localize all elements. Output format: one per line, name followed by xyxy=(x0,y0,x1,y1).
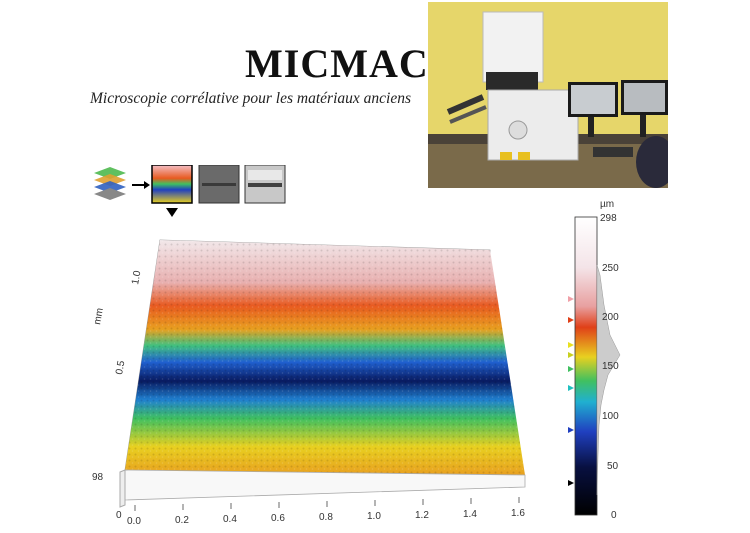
colorbar-tick: 250 xyxy=(602,263,619,274)
x-tick-label: 0.2 xyxy=(175,515,189,526)
colorbar-tick: 0 xyxy=(611,510,617,521)
heightmap-thumbnail[interactable] xyxy=(151,165,193,204)
page-subtitle: Microscopie corrélative pour les matéria… xyxy=(90,90,411,107)
x-tick-label: 0.0 xyxy=(127,516,141,527)
thumbnail-strip xyxy=(94,165,286,217)
x-tick-label: 1.0 xyxy=(367,511,381,522)
microscope-photo xyxy=(428,2,668,188)
colorbar-tick: 150 xyxy=(602,361,619,372)
y-tick-label: 1.0 xyxy=(130,269,143,285)
layer-stack-icon xyxy=(94,167,126,200)
y-axis-label: mm xyxy=(92,307,106,325)
colorbar-gradient xyxy=(574,216,598,516)
colorbar-tick: 50 xyxy=(607,461,619,472)
arrow-right-icon xyxy=(132,181,150,189)
x-tick-label: 1.4 xyxy=(463,509,477,520)
x-tick-label: 0.8 xyxy=(319,512,333,523)
corner-label: 98 xyxy=(92,472,104,483)
colorbar-tick: 200 xyxy=(602,312,619,323)
x-origin-label: 0 xyxy=(116,510,122,521)
colorbar-unit: µm xyxy=(600,199,614,210)
selection-pointer-icon xyxy=(166,208,178,217)
colorbar-max: 298 xyxy=(600,213,617,224)
page-title: MICMAC xyxy=(245,41,429,86)
marker-triangles xyxy=(568,296,574,486)
x-tick-label: 0.4 xyxy=(223,514,237,525)
height-histogram xyxy=(596,264,621,496)
x-tick-label: 1.6 xyxy=(511,508,525,519)
x-tick-label: 0.6 xyxy=(271,513,285,524)
x-tick-label: 1.2 xyxy=(415,510,429,521)
topography-3d-plot: 0.0 0.2 0.4 0.6 0.8 1.0 1.2 1.4 1.6 0 98… xyxy=(92,239,526,527)
colorbar-tick: 100 xyxy=(602,411,619,422)
y-tick-label: 0.5 xyxy=(114,359,127,375)
color-scale-bar: µm 298 250 200 150 100 50 0 xyxy=(568,199,621,521)
